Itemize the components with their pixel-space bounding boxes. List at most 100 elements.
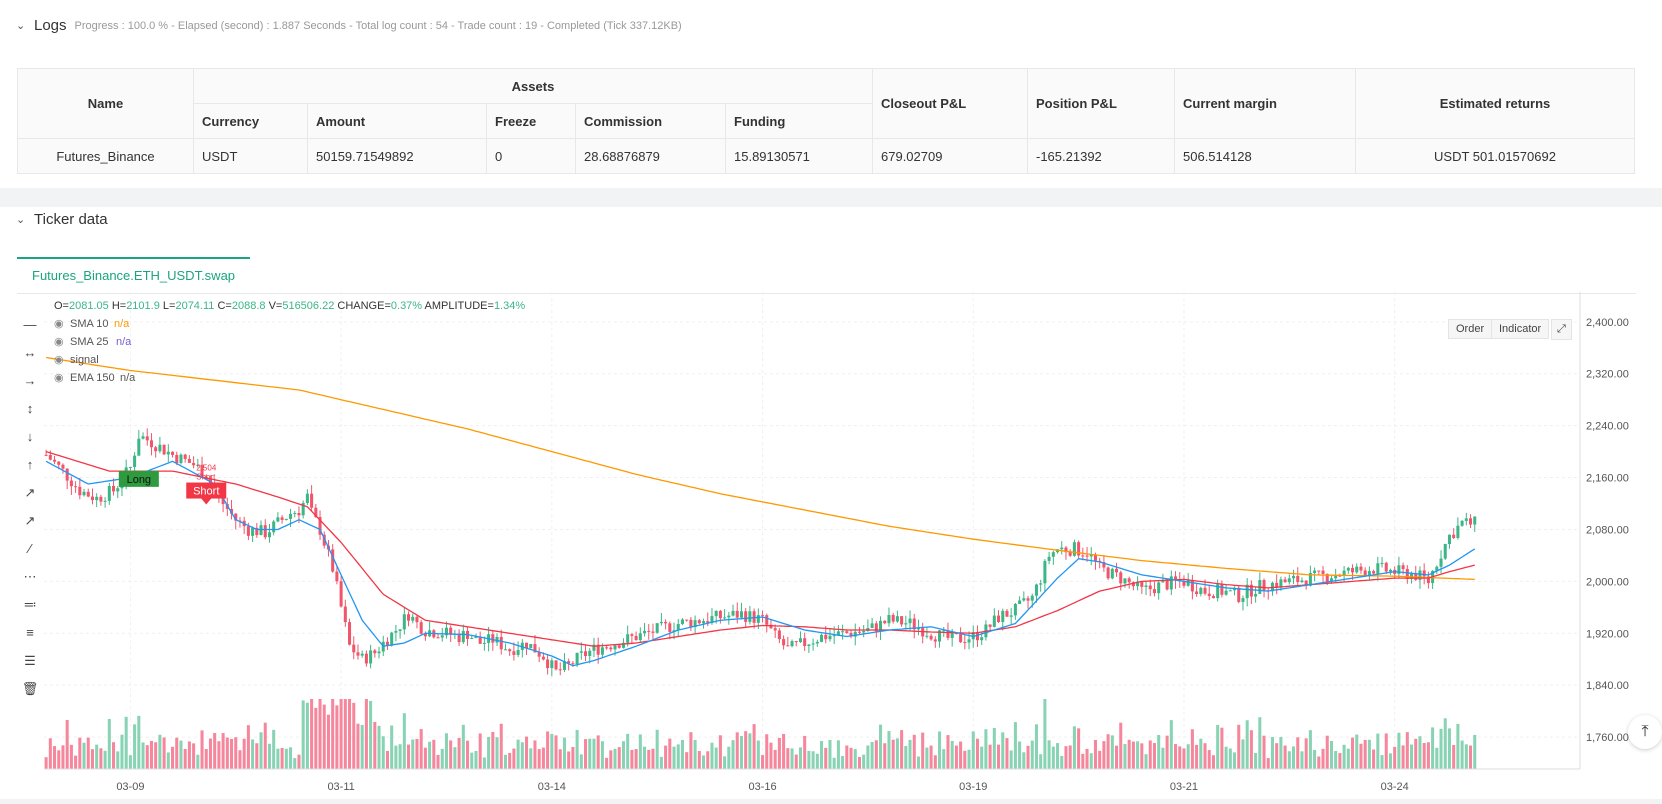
- volume-bar: [61, 745, 65, 769]
- layers-icon[interactable]: ☰: [24, 653, 36, 668]
- segment-line-icon[interactable]: ∕: [28, 541, 32, 556]
- price-line-icon[interactable]: ⋯: [23, 569, 37, 584]
- volume-bar: [82, 742, 86, 769]
- candle-body: [908, 618, 912, 624]
- trend-line-icon[interactable]: ↗: [24, 485, 36, 500]
- volume-bar: [1013, 722, 1017, 769]
- candle-body: [356, 652, 360, 656]
- volume-bar: [90, 749, 94, 769]
- volume-bar: [579, 754, 583, 769]
- candle-body: [196, 464, 200, 466]
- volume-bar: [289, 747, 293, 769]
- volume-bar: [305, 702, 309, 769]
- candle-body: [267, 532, 271, 538]
- volume-bar: [267, 743, 271, 769]
- volume-bar: [769, 742, 773, 769]
- legend-sma10[interactable]: ◉ SMA 10 n/a: [54, 318, 130, 330]
- volume-bar: [1077, 728, 1081, 769]
- col-closeout: Closeout P&L: [872, 68, 1028, 139]
- back-to-top-button[interactable]: ⤒: [1628, 715, 1662, 749]
- candle-body: [697, 620, 701, 624]
- chevron-down-icon[interactable]: ⌄: [16, 214, 26, 226]
- candle-body: [1376, 563, 1380, 574]
- volume-bar: [86, 737, 90, 769]
- col-currency: Currency: [193, 103, 308, 139]
- indicator-button[interactable]: Indicator: [1491, 319, 1550, 339]
- ticker-header[interactable]: ⌄ Ticker data: [16, 211, 108, 228]
- candle-body: [541, 656, 545, 660]
- parallel-channel-icon[interactable]: ≕: [23, 597, 37, 612]
- order-button[interactable]: Order: [1448, 319, 1493, 339]
- legend-signal[interactable]: ◉ signal: [54, 354, 99, 366]
- volume-bar: [824, 747, 828, 769]
- volume-bar: [567, 751, 571, 769]
- assets-table: Name Assets Closeout P&L Position P&L Cu…: [17, 68, 1635, 174]
- fibonacci-icon[interactable]: ≡: [26, 625, 34, 640]
- logs-header[interactable]: ⌄ Logs Progress : 100.0 % - Elapsed (sec…: [16, 17, 682, 34]
- candle-body: [1115, 568, 1119, 573]
- legend-sma25[interactable]: ◉ SMA 25 n/a: [54, 336, 132, 348]
- volume-bar: [849, 747, 853, 769]
- volume-bar: [381, 736, 385, 769]
- chevron-down-icon[interactable]: ⌄: [16, 20, 26, 32]
- candle-body: [723, 617, 727, 619]
- volume-bar: [1372, 749, 1376, 769]
- candle-body: [1102, 561, 1106, 568]
- col-freeze: Freeze: [486, 103, 576, 139]
- volume-bar: [217, 741, 221, 769]
- candle-body: [575, 652, 579, 665]
- candle-body: [1127, 578, 1131, 583]
- candle-body: [1435, 566, 1439, 571]
- volume-bar: [1447, 728, 1451, 769]
- candle-body: [1119, 572, 1123, 584]
- volume-bar: [782, 733, 786, 769]
- volume-bar: [1018, 741, 1022, 769]
- y-tick-label: 2,160.00: [1586, 473, 1629, 485]
- tab-eth-usdt-swap[interactable]: Futures_Binance.ETH_USDT.swap: [17, 257, 251, 293]
- ray-line-icon[interactable]: ↗: [24, 513, 36, 528]
- volume-bar: [246, 725, 250, 769]
- volume-bar: [1355, 734, 1359, 769]
- candle-body: [1439, 558, 1443, 567]
- candle-body: [90, 496, 94, 501]
- volume-bar: [1182, 748, 1186, 769]
- candle-body: [322, 534, 326, 546]
- crosshair-icon[interactable]: —: [23, 317, 37, 332]
- volume-bar: [554, 735, 558, 769]
- trash-icon[interactable]: 🗑: [21, 681, 39, 696]
- volume-bar: [1460, 740, 1464, 769]
- horizontal-ray-icon[interactable]: →: [23, 373, 37, 388]
- volume-bar: [208, 738, 212, 769]
- horizontal-line-icon[interactable]: ↔: [23, 345, 37, 360]
- candle-body: [1351, 567, 1355, 573]
- eye-icon: ◉: [54, 372, 64, 384]
- volume-bar: [988, 744, 992, 769]
- volume-bar: [1393, 746, 1397, 769]
- chart-area[interactable]: Long Short 2.504 Short 2,400.00 2,320.00 2,24…: [0, 292, 1662, 804]
- candle-body: [1131, 582, 1135, 587]
- volume-bar: [166, 752, 170, 769]
- candle-body: [950, 632, 954, 638]
- volume-bar: [815, 753, 819, 769]
- candle-body: [596, 644, 600, 655]
- volume-bar: [761, 755, 765, 769]
- volume-bar: [605, 757, 609, 769]
- candle-body: [419, 622, 423, 634]
- candle-body: [857, 631, 861, 633]
- candle-body: [807, 644, 811, 647]
- legend-ema150[interactable]: ◉ EMA 150 n/a: [54, 372, 136, 384]
- candle-body: [824, 634, 828, 640]
- volume-bar: [727, 746, 731, 769]
- change-label: CHANGE=: [337, 300, 391, 312]
- vertical-line-icon[interactable]: ↕: [26, 401, 34, 416]
- candle-body: [579, 651, 583, 653]
- fullscreen-icon[interactable]: ⤢: [1551, 319, 1572, 340]
- candle-body: [967, 639, 971, 643]
- vertical-segment-icon[interactable]: ↓: [26, 429, 34, 444]
- volume-bar: [1279, 736, 1283, 769]
- volume-bar: [390, 725, 394, 769]
- volume-bar: [971, 731, 975, 769]
- vertical-ray-icon[interactable]: ↑: [26, 457, 34, 472]
- y-tick-label: 2,320.00: [1586, 369, 1629, 381]
